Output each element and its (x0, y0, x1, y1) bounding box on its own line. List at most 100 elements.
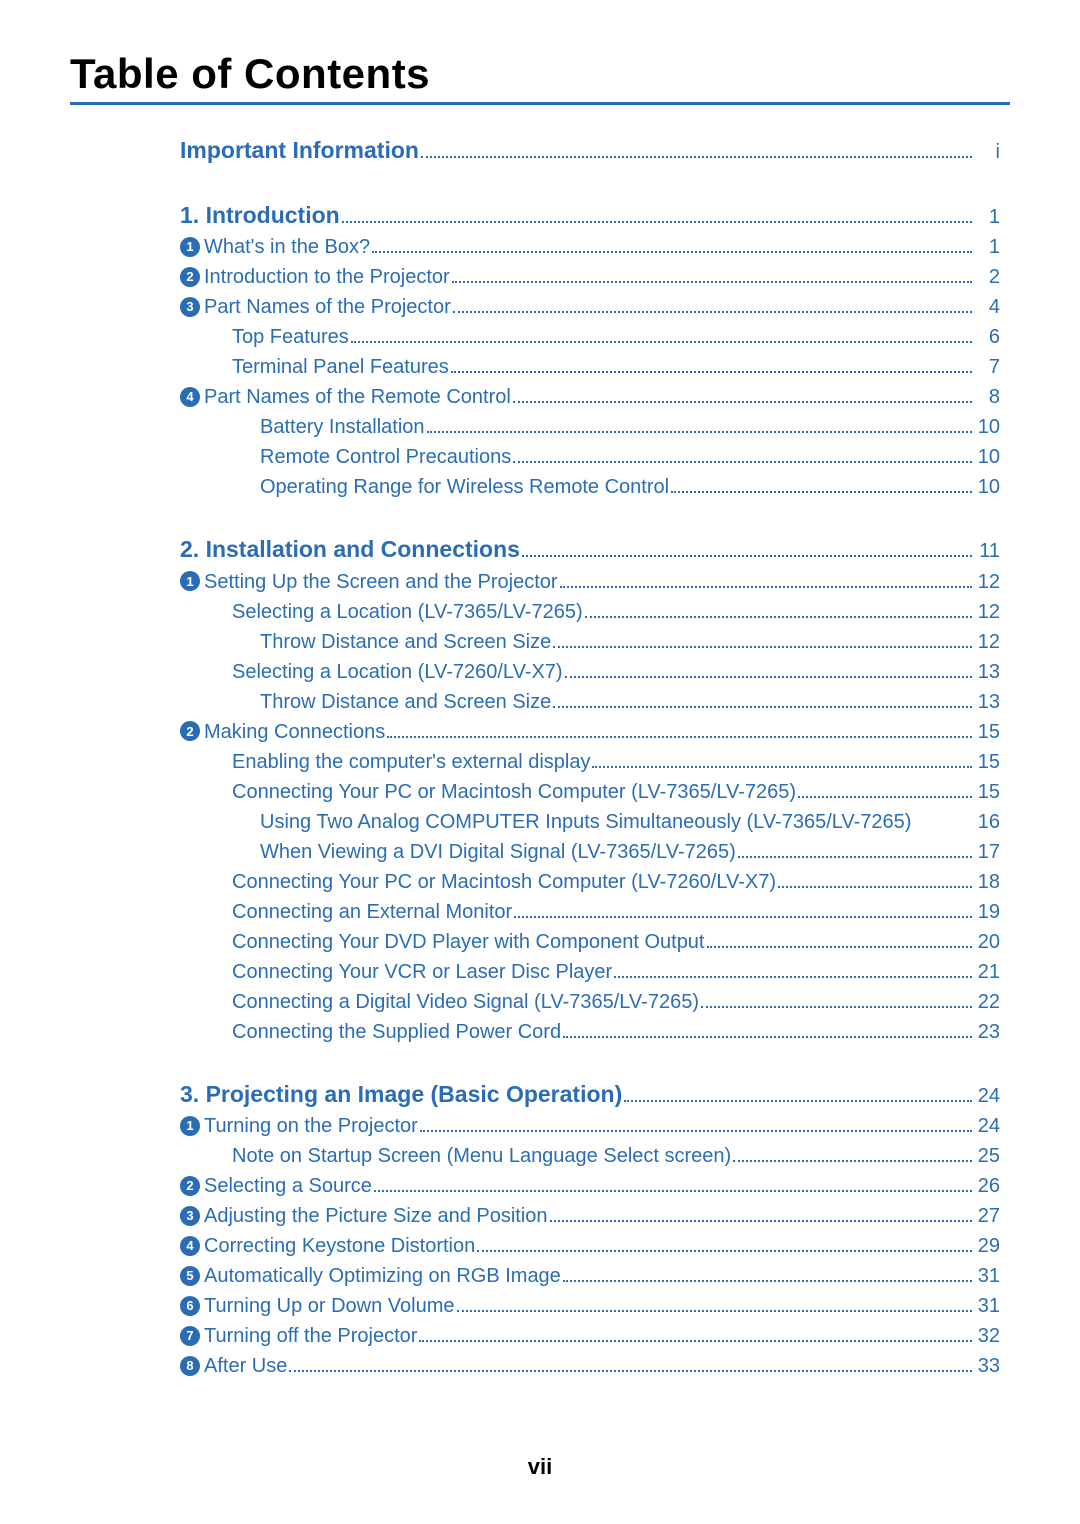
toc-page: 8 (976, 382, 1000, 412)
toc-page: 7 (976, 352, 1000, 382)
toc-item[interactable]: Selecting a Location (LV-7260/LV-X7)13 (180, 657, 1000, 687)
toc-section-heading[interactable]: 2. Installation and Connections11 (180, 532, 1000, 567)
toc-page: 23 (976, 1017, 1000, 1047)
toc-page: 33 (976, 1351, 1000, 1381)
dot-leader (671, 491, 972, 493)
toc-item[interactable]: Enabling the computer's external display… (180, 747, 1000, 777)
toc-page: 10 (976, 442, 1000, 472)
toc-item[interactable]: Note on Startup Screen (Menu Language Se… (180, 1141, 1000, 1171)
dot-leader (420, 1130, 972, 1132)
toc-item[interactable]: Connecting Your PC or Macintosh Computer… (180, 867, 1000, 897)
toc-item[interactable]: 5Automatically Optimizing on RGB Image31 (180, 1261, 1000, 1291)
toc-page: 4 (976, 292, 1000, 322)
number-bullet-icon: 1 (180, 1116, 200, 1136)
dot-leader (798, 796, 972, 798)
toc-item[interactable]: Operating Range for Wireless Remote Cont… (180, 472, 1000, 502)
dot-leader (733, 1160, 972, 1162)
dot-leader (427, 431, 972, 433)
toc-page: 1 (976, 232, 1000, 262)
toc-item[interactable]: Remote Control Precautions 10 (180, 442, 1000, 472)
dot-leader (778, 886, 972, 888)
toc-item[interactable]: 4Correcting Keystone Distortion29 (180, 1231, 1000, 1261)
dot-leader (513, 401, 972, 403)
toc-item[interactable]: Selecting a Location (LV-7365/LV-7265)12 (180, 597, 1000, 627)
toc-item[interactable]: 1Setting Up the Screen and the Projector… (180, 567, 1000, 597)
toc-label: Battery Installation (260, 412, 425, 442)
toc-label: Connecting Your PC or Macintosh Computer… (232, 867, 776, 897)
toc-item[interactable]: Connecting the Supplied Power Cord 23 (180, 1017, 1000, 1047)
toc-section-heading[interactable]: Important Informationi (180, 133, 1000, 168)
number-bullet-icon: 1 (180, 237, 200, 257)
dot-leader (560, 586, 972, 588)
dot-leader (451, 371, 972, 373)
toc-item[interactable]: Battery Installation 10 (180, 412, 1000, 442)
dot-leader (592, 766, 972, 768)
toc-item[interactable]: 3Adjusting the Picture Size and Position… (180, 1201, 1000, 1231)
number-bullet-icon: 4 (180, 1236, 200, 1256)
dot-leader (453, 311, 972, 313)
toc-item[interactable]: Terminal Panel Features7 (180, 352, 1000, 382)
dot-leader (738, 856, 972, 858)
toc-label: Remote Control Precautions (260, 442, 511, 472)
toc-page: 31 (976, 1291, 1000, 1321)
toc-item[interactable]: 4Part Names of the Remote Control8 (180, 382, 1000, 412)
toc-label: After Use (204, 1351, 287, 1381)
toc-item[interactable]: 3Part Names of the Projector4 (180, 292, 1000, 322)
dot-leader (553, 646, 972, 648)
toc-label: Throw Distance and Screen Size (260, 627, 551, 657)
toc-page: 18 (976, 867, 1000, 897)
toc-item[interactable]: Connecting Your PC or Macintosh Computer… (180, 777, 1000, 807)
toc-item[interactable]: 8After Use 33 (180, 1351, 1000, 1381)
number-bullet-icon: 2 (180, 267, 200, 287)
toc-item[interactable]: 6Turning Up or Down Volume31 (180, 1291, 1000, 1321)
toc-page: 31 (976, 1261, 1000, 1291)
number-bullet-icon: 6 (180, 1296, 200, 1316)
dot-leader (565, 676, 972, 678)
toc-item[interactable]: Connecting Your VCR or Laser Disc Player… (180, 957, 1000, 987)
toc-item[interactable]: Using Two Analog COMPUTER Inputs Simulta… (180, 807, 1000, 837)
dot-leader (585, 616, 972, 618)
dot-leader (522, 555, 972, 557)
toc-label: Connecting the Supplied Power Cord (232, 1017, 561, 1047)
toc-label: Connecting Your PC or Macintosh Computer… (232, 777, 796, 807)
dot-leader (351, 341, 972, 343)
toc-label: Part Names of the Projector (204, 292, 451, 322)
toc-item[interactable]: Throw Distance and Screen Size13 (180, 687, 1000, 717)
dot-leader (513, 461, 972, 463)
section-gap (180, 502, 1000, 532)
toc-item[interactable]: 1What's in the Box?1 (180, 232, 1000, 262)
toc-item[interactable]: Connecting an External Monitor19 (180, 897, 1000, 927)
toc-label: Top Features (232, 322, 349, 352)
toc-label: Enabling the computer's external display (232, 747, 590, 777)
toc-item[interactable]: 7Turning off the Projector32 (180, 1321, 1000, 1351)
toc-item[interactable]: 2Introduction to the Projector2 (180, 262, 1000, 292)
toc-item[interactable]: 1Turning on the Projector24 (180, 1111, 1000, 1141)
toc-item[interactable]: Throw Distance and Screen Size 12 (180, 627, 1000, 657)
toc-label: Note on Startup Screen (Menu Language Se… (232, 1141, 731, 1171)
toc-label: Turning off the Projector (204, 1321, 417, 1351)
toc-page: 22 (976, 987, 1000, 1017)
toc-page: 10 (976, 412, 1000, 442)
toc-page: 12 (976, 627, 1000, 657)
toc-label: 1. Introduction (180, 198, 340, 233)
dot-leader (342, 221, 972, 223)
toc-item[interactable]: 2Selecting a Source26 (180, 1171, 1000, 1201)
dot-leader (514, 916, 972, 918)
toc-item[interactable]: 2Making Connections15 (180, 717, 1000, 747)
number-bullet-icon: 7 (180, 1326, 200, 1346)
toc-label: Selecting a Location (LV-7260/LV-X7) (232, 657, 563, 687)
toc-item[interactable]: Top Features6 (180, 322, 1000, 352)
number-bullet-icon: 8 (180, 1356, 200, 1376)
toc-page: 26 (976, 1171, 1000, 1201)
toc-page: 2 (976, 262, 1000, 292)
toc-label: Important Information (180, 133, 419, 168)
toc-item[interactable]: When Viewing a DVI Digital Signal (LV-73… (180, 837, 1000, 867)
toc-item[interactable]: Connecting a Digital Video Signal (LV-73… (180, 987, 1000, 1017)
toc-section-heading[interactable]: 3. Projecting an Image (Basic Operation)… (180, 1077, 1000, 1112)
number-bullet-icon: 4 (180, 387, 200, 407)
dot-leader (419, 1340, 972, 1342)
toc-page: 16 (976, 807, 1000, 837)
toc-section-heading[interactable]: 1. Introduction1 (180, 198, 1000, 233)
toc-item[interactable]: Connecting Your DVD Player with Componen… (180, 927, 1000, 957)
toc-page: 25 (976, 1141, 1000, 1171)
